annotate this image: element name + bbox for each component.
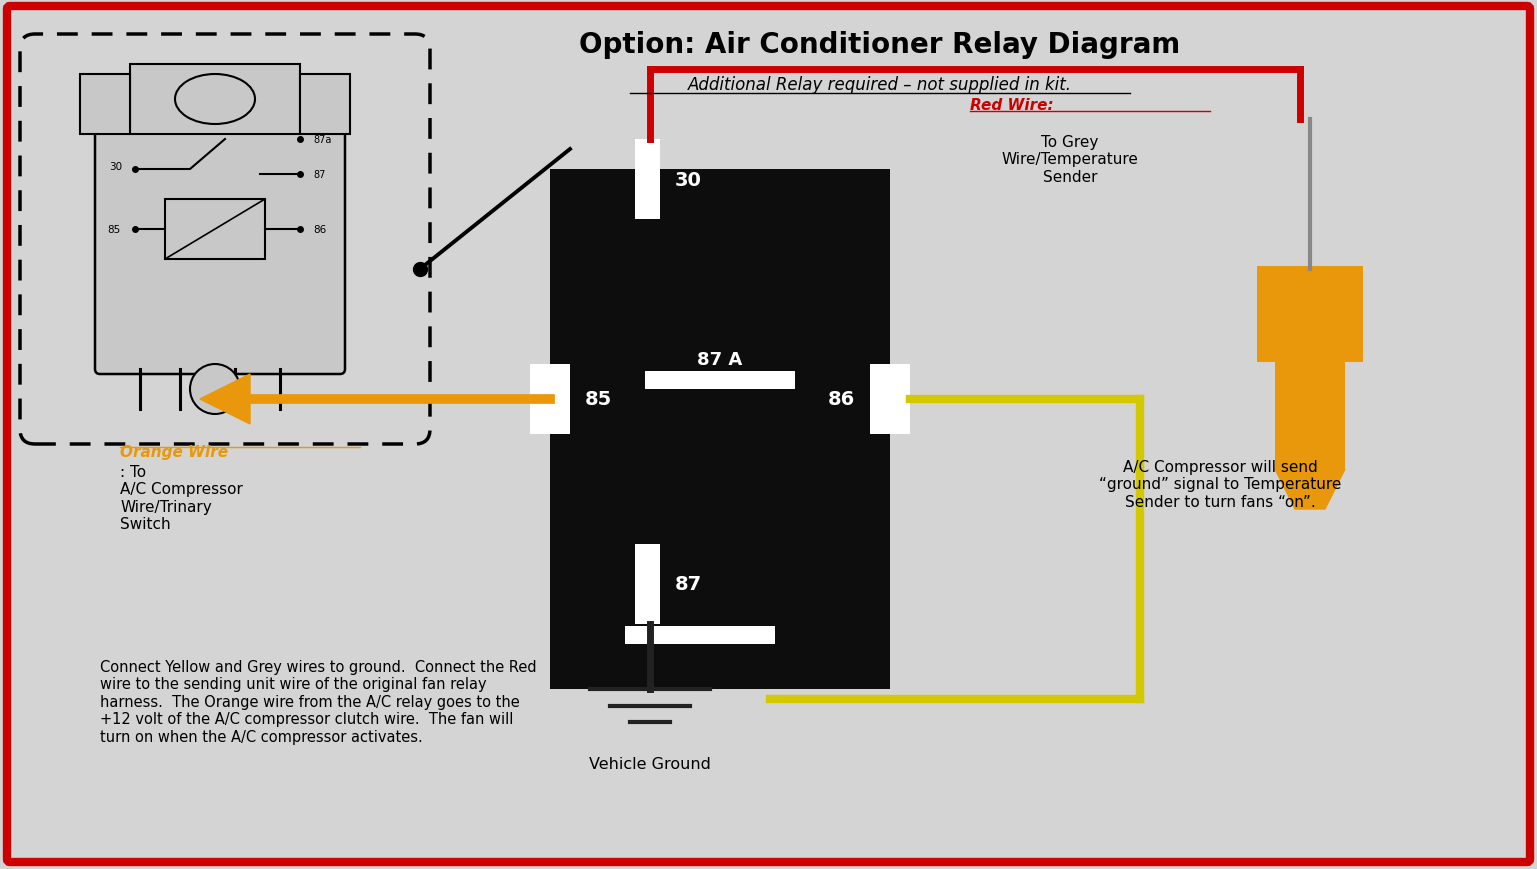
Text: 85: 85 — [106, 225, 120, 235]
Text: 87 A: 87 A — [698, 350, 742, 368]
FancyBboxPatch shape — [20, 35, 430, 444]
Polygon shape — [200, 375, 251, 425]
Text: Option: Air Conditioner Relay Diagram: Option: Air Conditioner Relay Diagram — [579, 31, 1180, 59]
Text: 87: 87 — [314, 169, 326, 180]
Text: A/C Compressor will send
“ground” signal to Temperature
Sender to turn fans “on”: A/C Compressor will send “ground” signal… — [1099, 460, 1342, 509]
FancyBboxPatch shape — [95, 115, 344, 375]
Polygon shape — [1276, 469, 1345, 509]
Text: Red Wire:: Red Wire: — [970, 97, 1054, 112]
Bar — [131, 65, 300, 135]
Text: Additional Relay required – not supplied in kit.: Additional Relay required – not supplied… — [689, 76, 1071, 94]
Text: 30: 30 — [675, 170, 702, 189]
Text: Orange Wire: Orange Wire — [120, 444, 227, 460]
Text: 87a: 87a — [314, 135, 332, 145]
Text: 86: 86 — [828, 390, 855, 409]
Bar — [646, 372, 795, 389]
Ellipse shape — [175, 75, 255, 125]
Text: : To
A/C Compressor
Wire/Trinary
Switch: : To A/C Compressor Wire/Trinary Switch — [120, 464, 243, 532]
Bar — [164, 200, 264, 260]
Text: 86: 86 — [314, 225, 326, 235]
Text: To Grey
Wire/Temperature
Sender: To Grey Wire/Temperature Sender — [1002, 135, 1139, 184]
Bar — [870, 365, 910, 434]
Bar — [550, 169, 890, 689]
FancyBboxPatch shape — [8, 7, 1529, 862]
Text: Connect Yellow and Grey wires to ground.  Connect the Red
wire to the sending un: Connect Yellow and Grey wires to ground.… — [100, 660, 536, 744]
Text: Vehicle Ground: Vehicle Ground — [589, 757, 712, 772]
Text: 87: 87 — [675, 574, 702, 594]
Circle shape — [191, 365, 240, 415]
Text: 30: 30 — [109, 162, 121, 172]
Bar — [626, 627, 775, 644]
Bar — [80, 75, 131, 135]
Bar — [635, 140, 659, 220]
Bar — [530, 365, 570, 434]
Bar — [300, 75, 350, 135]
FancyBboxPatch shape — [1257, 267, 1363, 362]
Bar — [1276, 360, 1345, 469]
Bar — [635, 544, 659, 624]
Text: 85: 85 — [586, 390, 612, 409]
